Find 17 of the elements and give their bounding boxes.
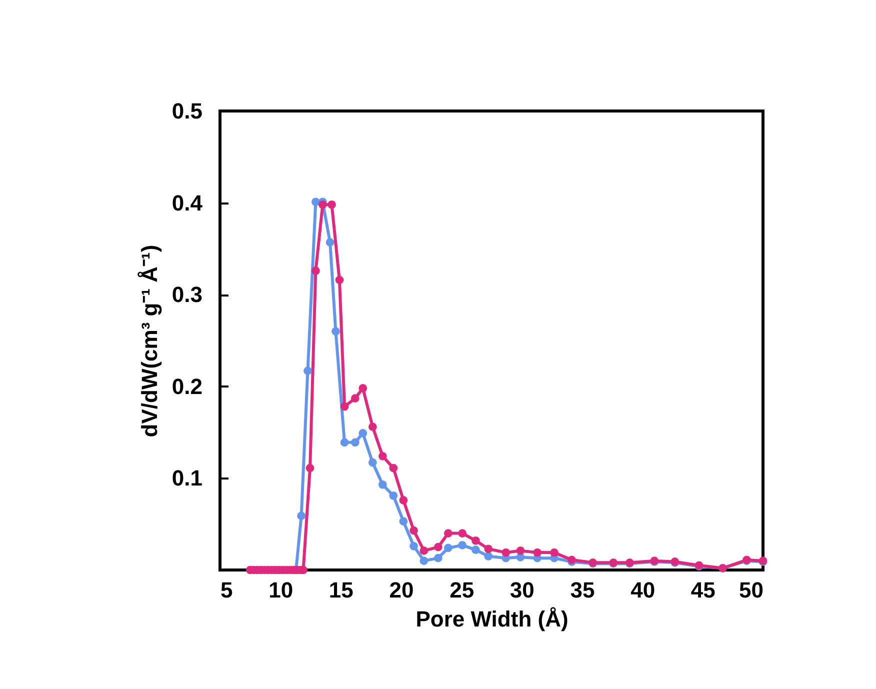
y-tick-label: 0.3 bbox=[172, 282, 202, 308]
x-tick-label: 20 bbox=[389, 578, 414, 602]
x-tick-label: 40 bbox=[630, 578, 656, 602]
y-tick-label: 0.1 bbox=[172, 466, 202, 491]
x-tick-label: 35 bbox=[570, 578, 595, 602]
x-tick-label: 10 bbox=[268, 578, 294, 602]
x-axis-title: Pore Width (Å) bbox=[416, 606, 568, 632]
x-tick-label: 5 bbox=[220, 578, 233, 602]
y-tick-label: 0.2 bbox=[172, 374, 202, 399]
y-tick-label: 0.4 bbox=[172, 190, 204, 216]
y-axis-title: dV/dW(cm³ g⁻¹ Å⁻¹) bbox=[136, 244, 162, 438]
x-tick-label: 30 bbox=[510, 578, 534, 602]
y-tick-label: 0.5 bbox=[172, 98, 202, 124]
x-tick-label: 25 bbox=[450, 578, 474, 602]
x-tick-label: 50 bbox=[739, 578, 764, 602]
x-tick-label: 15 bbox=[328, 578, 354, 602]
x-tick-label: 45 bbox=[690, 578, 716, 602]
